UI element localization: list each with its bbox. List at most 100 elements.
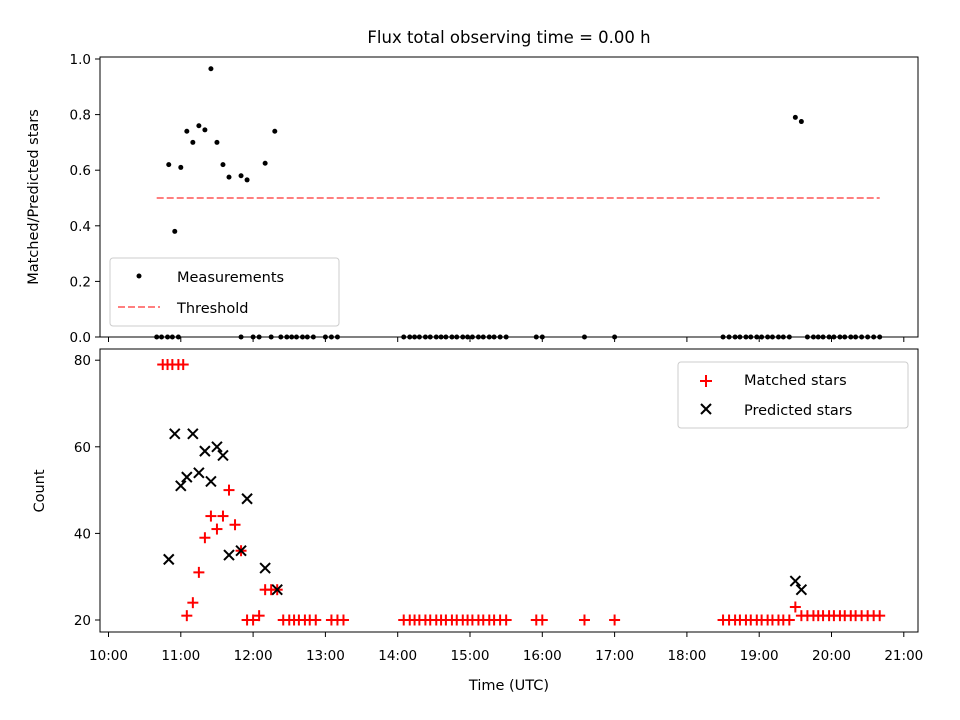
- top-legend: Measurements Threshold: [109, 257, 340, 327]
- bottom-x-tick-label: 11:00: [161, 648, 200, 664]
- bottom-legend-frame: [677, 361, 909, 429]
- top-y-tick-label: 0.4: [70, 219, 91, 235]
- matched-star-point: [536, 614, 548, 626]
- predicted-star-point: [187, 428, 199, 440]
- bottom-x-tick-label: 16:00: [523, 648, 562, 664]
- predicted-star-point: [169, 428, 181, 440]
- matched-star-point: [578, 614, 590, 626]
- top-ticks: 0.0 0.2 0.4 0.6 0.8 1.0: [70, 52, 905, 346]
- matched-star-point: [247, 614, 259, 626]
- predicted-star-point: [163, 553, 175, 566]
- measurement-point: [238, 173, 244, 179]
- matched-star-point: [789, 601, 801, 613]
- measurement-point: [272, 128, 278, 134]
- measurement-point: [190, 139, 196, 145]
- bottom-x-tick-label: 10:00: [89, 648, 128, 664]
- bottom-y-tick-label: 60: [74, 440, 91, 456]
- predicted-star-point: [211, 441, 223, 453]
- legend-predicted-label: Predicted stars: [744, 403, 852, 419]
- bottom-y-tick-label: 40: [74, 526, 91, 542]
- matched-star-point: [211, 523, 223, 535]
- matched-star-point: [181, 610, 193, 622]
- top-y-tick-label: 0.8: [70, 108, 91, 124]
- top-axes-frame: [99, 56, 919, 338]
- predicted-star-point: [223, 549, 235, 561]
- x-axis-label: Time (UTC): [468, 678, 549, 694]
- top-y-axis-label: Matched/Predicted stars: [26, 109, 42, 285]
- matched-star-point: [187, 597, 199, 609]
- bottom-y-tick-label: 20: [74, 613, 91, 629]
- matched-star-point: [177, 359, 189, 371]
- bottom-x-tick-label: 13:00: [306, 648, 345, 664]
- bottom-x-tick-label: 14:00: [378, 648, 417, 664]
- measurement-point: [262, 160, 268, 166]
- measurement-point: [202, 127, 208, 133]
- matched-star-point: [205, 510, 217, 522]
- measurement-point: [792, 114, 798, 120]
- matched-star-point: [229, 519, 241, 531]
- predicted-star-point: [205, 475, 217, 488]
- measurement-point: [798, 119, 804, 125]
- predicted-star-point: [259, 562, 271, 574]
- measurement-point: [220, 162, 226, 168]
- predicted-star-point: [795, 583, 808, 596]
- bottom-legend: Matched stars Predicted stars: [677, 361, 909, 429]
- measurement-point: [166, 162, 172, 168]
- predicted-star-point: [241, 493, 253, 505]
- measurement-point: [244, 177, 250, 183]
- measurement-point: [226, 174, 232, 180]
- bottom-x-tick-label: 19:00: [740, 648, 779, 664]
- matched-star-point: [223, 484, 235, 496]
- predicted-star-point: [199, 445, 211, 457]
- predicted-star-point: [193, 467, 205, 479]
- predicted-star-point: [181, 471, 193, 483]
- matched-star-point: [500, 614, 512, 626]
- measurement-point: [196, 123, 202, 129]
- legend-threshold-label: Threshold: [176, 301, 248, 317]
- matched-star-point: [253, 610, 265, 622]
- matched-star-point: [609, 614, 621, 626]
- bottom-x-tick-label: 20:00: [812, 648, 851, 664]
- matched-star-point: [217, 510, 229, 522]
- bottom-ticks: 20 40 60 80 10:00 11:00 12:00 13:00 14:00 15:00 16…: [74, 353, 923, 664]
- bottom-y-tick-label: 80: [74, 353, 91, 369]
- bottom-panel: 20 40 60 80 10:00 11:00 12:00 13:00 14:00 15:00 16…: [32, 348, 923, 694]
- top-legend-frame: [109, 257, 340, 327]
- bottom-x-tick-label: 18:00: [667, 648, 706, 664]
- top-y-tick-label: 1.0: [70, 52, 91, 68]
- top-panel: Flux total observing time = 0.00 h 0.00.…: [26, 28, 919, 346]
- measurement-point: [178, 164, 184, 170]
- bottom-x-tick-label: 17:00: [595, 648, 634, 664]
- legend-measurements-marker: [136, 273, 142, 279]
- predicted-star-point: [271, 583, 283, 596]
- legend-predicted-marker: [700, 403, 712, 415]
- matched-star-point: [193, 566, 205, 578]
- predicted-star-point: [175, 480, 187, 492]
- bottom-x-tick-label: 15:00: [451, 648, 490, 664]
- bottom-marks: [157, 359, 886, 626]
- matched-star-point: [337, 614, 349, 626]
- legend-matched-marker: [700, 375, 712, 387]
- bottom-axes-frame: [99, 348, 919, 633]
- predicted-star-point: [235, 545, 247, 557]
- bottom-x-tick-label: 12:00: [234, 648, 273, 664]
- matched-star-point: [199, 532, 211, 544]
- legend-matched-label: Matched stars: [744, 373, 847, 389]
- bottom-y-axis-label: Count: [32, 469, 48, 512]
- legend-measurements-label: Measurements: [177, 270, 284, 286]
- top-y-tick-label: 0.6: [70, 163, 91, 179]
- top-y-tick-label: 0.2: [70, 274, 91, 290]
- matched-star-point: [783, 614, 795, 626]
- measurement-point: [208, 66, 214, 72]
- measurement-point: [172, 228, 178, 234]
- measurement-point: [214, 139, 220, 145]
- matched-star-point: [310, 614, 322, 626]
- predicted-star-point: [217, 449, 229, 462]
- predicted-star-point: [789, 575, 802, 587]
- chart-title: Flux total observing time = 0.00 h: [367, 28, 650, 47]
- top-y-tick-label: 0.0: [70, 330, 91, 346]
- bottom-x-tick-label: 21:00: [884, 648, 923, 664]
- measurement-point: [184, 128, 190, 134]
- matched-star-point: [874, 610, 886, 622]
